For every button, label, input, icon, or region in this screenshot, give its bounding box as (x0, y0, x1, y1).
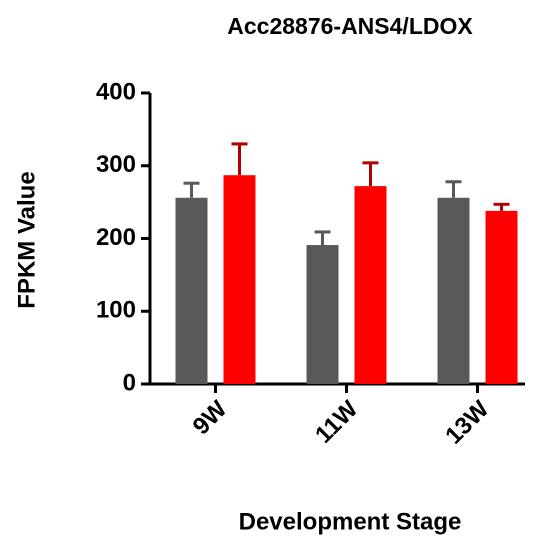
y-tick-label: 100 (96, 297, 136, 324)
chart-title: Acc28876-ANS4/LDOX (227, 13, 473, 39)
bar (354, 186, 387, 384)
bar (437, 197, 470, 384)
y-tick-label: 0 (123, 369, 136, 396)
x-tick-label: 11W (310, 395, 363, 448)
bar (175, 197, 208, 384)
y-axis-label: FPKM Value (13, 171, 40, 308)
x-axis-label: Development Stage (239, 508, 462, 535)
bar (223, 175, 256, 384)
bar (485, 210, 518, 384)
y-tick-label: 400 (96, 78, 136, 105)
y-tick-label: 200 (96, 224, 136, 251)
bar (306, 245, 339, 384)
y-tick-label: 300 (96, 151, 136, 178)
x-tick-label: 13W (440, 395, 494, 449)
x-tick-label: 9W (188, 395, 233, 440)
